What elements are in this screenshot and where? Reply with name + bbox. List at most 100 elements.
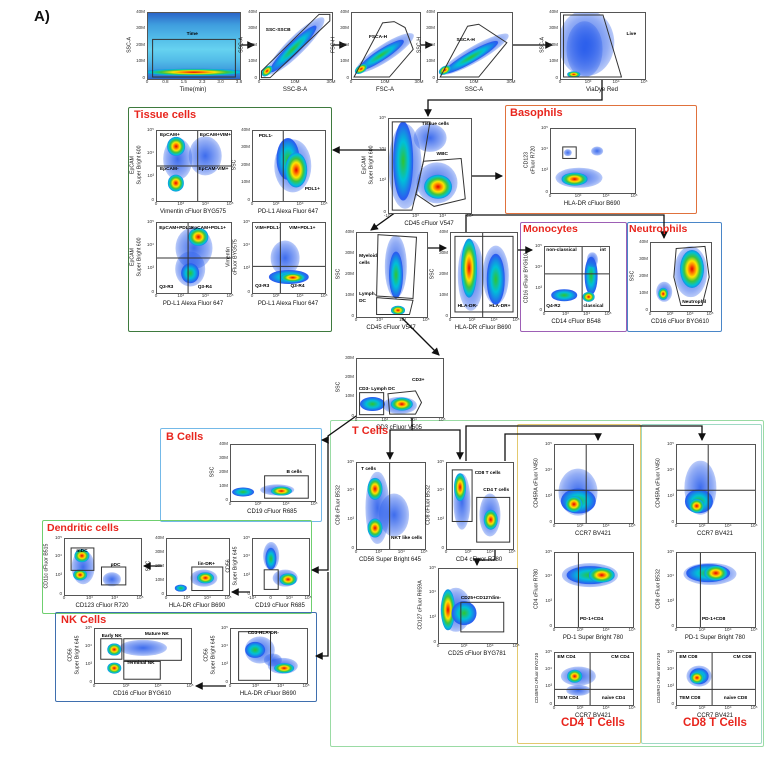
gate-label: Mature NK bbox=[144, 632, 169, 638]
gating-arrow bbox=[370, 211, 397, 231]
density-blob bbox=[231, 487, 254, 497]
gate-label: EpCAM+PDL1- bbox=[159, 225, 193, 231]
gate-c bbox=[253, 223, 325, 293]
y-tick-label: 10³ bbox=[535, 285, 542, 291]
x-tick-label: 10⁴ bbox=[724, 523, 732, 528]
x-tick-label: 10³ bbox=[464, 549, 472, 554]
gate-r bbox=[238, 631, 272, 681]
density-blob bbox=[188, 135, 222, 176]
density-blob bbox=[270, 240, 300, 276]
density-blob bbox=[280, 272, 305, 283]
y-tick-label: 40M bbox=[549, 8, 558, 14]
density-blob bbox=[245, 641, 266, 658]
gating-arrow bbox=[504, 433, 602, 461]
x-axis-label: CD123 cFluor R720 bbox=[75, 603, 129, 609]
y-tick-label: 10M bbox=[219, 482, 228, 488]
gate-label: HLA-DR- bbox=[457, 304, 478, 310]
x-tick-label: 0 bbox=[164, 595, 168, 600]
y-tick-label: 0 bbox=[671, 700, 674, 706]
plot-ssc2: SSCA-H bbox=[437, 12, 513, 80]
plot-ssc-hladr: HLA-DR- HLA-DR+ bbox=[450, 232, 518, 318]
x-tick-label: 10⁴ bbox=[486, 643, 494, 648]
x-tick-label: 10⁴ bbox=[602, 523, 610, 528]
y-tick-label: 10⁴ bbox=[428, 589, 436, 595]
density-blob bbox=[367, 477, 383, 500]
x-tick-label: 0 bbox=[228, 501, 232, 506]
x-tick-label: 0 bbox=[269, 595, 272, 600]
x-axis-label: CD45 cFluor V547 bbox=[404, 221, 454, 227]
gate-overlay bbox=[555, 653, 633, 705]
density-blob bbox=[279, 573, 297, 585]
y-axis-label: CD4 cFluor R780 bbox=[533, 568, 540, 610]
x-tick-label: 10³ bbox=[576, 523, 584, 528]
gate-label: FSCA-H bbox=[369, 35, 388, 41]
y-tick-label: 10³ bbox=[667, 492, 674, 498]
x-tick-label: 10³ bbox=[376, 317, 383, 322]
x-tick-label: 2.3 bbox=[198, 79, 206, 84]
group-title-basophils: Basophils bbox=[510, 107, 563, 119]
y-tick-label: 10⁵ bbox=[544, 548, 552, 554]
x-axis-label: SSC-B-A bbox=[282, 87, 308, 93]
y-axis-label: SSC-A bbox=[238, 37, 245, 53]
y-tick-label: 0 bbox=[441, 544, 444, 550]
density-blob bbox=[73, 569, 88, 581]
group-box-monocytes bbox=[520, 222, 627, 332]
plot-epcam-vim: EpCAM+ EpCAM+VIM+ EpCAM- EpCAM-VIM+ bbox=[156, 130, 232, 202]
gate-overlay bbox=[191, 566, 224, 592]
y-tick-label: 0 bbox=[151, 196, 154, 202]
x-tick-label: 0 bbox=[558, 79, 562, 84]
gate-label: Early NK bbox=[101, 634, 122, 640]
x-tick-label: 10⁵ bbox=[750, 523, 758, 528]
gate-label: pDC bbox=[110, 562, 121, 568]
gate-label: CD4 T cells bbox=[483, 487, 510, 493]
gate-label: PDL1+ bbox=[304, 187, 320, 193]
gate-overlay bbox=[157, 131, 231, 201]
y-axis-label: CD56 bbox=[203, 648, 210, 662]
x-tick-label: 0 bbox=[552, 523, 556, 528]
plot-dc-cd56 bbox=[252, 538, 310, 596]
y-axis-label: SSC-H bbox=[416, 36, 423, 54]
gate-p bbox=[563, 14, 623, 78]
x-axis-label: HLA-DR cFluor B690 bbox=[168, 603, 226, 609]
gate-label: EpCAM-VIM+ bbox=[198, 167, 229, 173]
x-axis-label: CD14 cFluor B548 bbox=[551, 319, 601, 325]
x-tick-label: 0 bbox=[354, 549, 358, 554]
gate-label: PDL1- bbox=[258, 134, 273, 140]
y-tick-label: 30M bbox=[439, 249, 448, 255]
density-blob bbox=[454, 473, 467, 501]
y-axis-label: Super Bright 600 bbox=[136, 237, 143, 277]
y-tick-label: 0 bbox=[346, 74, 349, 80]
density-blob bbox=[413, 123, 447, 152]
gate-label: Lymph, bbox=[359, 292, 376, 298]
density-blob bbox=[566, 71, 581, 78]
gate-label: non-classical bbox=[546, 247, 577, 253]
x-tick-label: 10⁴ bbox=[296, 293, 304, 298]
y-tick-label: 40M bbox=[241, 126, 250, 132]
gate-label: CD3-HLA-DR- bbox=[247, 631, 279, 637]
y-tick-label: 0 bbox=[549, 700, 552, 706]
density-blob bbox=[107, 643, 121, 656]
gate-overlay bbox=[577, 553, 579, 627]
y-tick-label: 40M bbox=[639, 238, 648, 244]
gating-arrow bbox=[399, 315, 440, 356]
y-tick-label: 0 bbox=[247, 196, 250, 202]
gate-c bbox=[157, 131, 231, 201]
density-blob bbox=[451, 601, 477, 626]
x-axis-label: CD19 cFluor R685 bbox=[247, 509, 297, 515]
group-title-tissue: Tissue cells bbox=[134, 109, 197, 121]
plot-bcell: B cells bbox=[230, 444, 316, 502]
x-tick-label: 0 bbox=[674, 523, 678, 528]
y-tick-label: 10⁴ bbox=[540, 145, 548, 151]
y-tick-label: 10⁴ bbox=[220, 642, 228, 648]
y-tick-label: 30M bbox=[155, 548, 164, 554]
gate-r bbox=[191, 566, 224, 592]
y-tick-label: 30M bbox=[639, 255, 648, 261]
density-blob bbox=[461, 238, 478, 298]
y-tick-label: 0 bbox=[433, 638, 436, 644]
y-tick-label: 10M bbox=[248, 58, 257, 63]
y-tick-label: 10⁵ bbox=[666, 548, 674, 554]
y-tick-label: 30M bbox=[549, 25, 558, 30]
gate-p bbox=[353, 21, 414, 78]
density-blob bbox=[424, 174, 453, 199]
x-tick-label: 10⁵ bbox=[508, 549, 516, 554]
